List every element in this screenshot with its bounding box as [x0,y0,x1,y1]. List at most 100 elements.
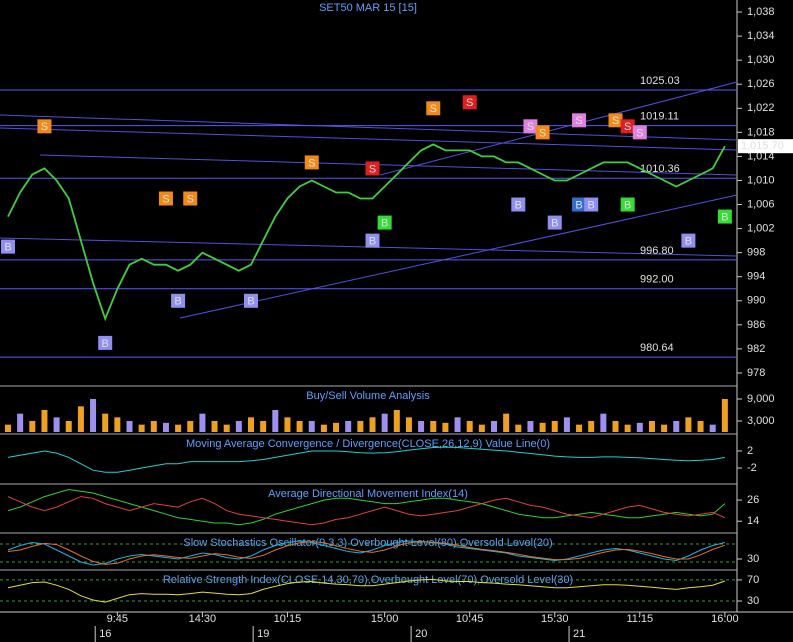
y-tick-label: 14 [747,515,759,527]
level-label: 1019.11 [640,111,679,123]
signal-marker [547,215,562,230]
bar [308,421,315,432]
bar [5,424,11,432]
y-tick-label: 982 [747,343,765,355]
signal-label: B [247,296,254,308]
x-tick-label: 10:15 [274,613,302,625]
bar [199,413,206,432]
value-label: 1,015.70 [741,140,784,152]
signal-marker [244,293,258,308]
y-tick-label: 30 [747,595,759,607]
signal-label: S [575,115,582,127]
signal-label: B [685,236,692,248]
signal-marker [426,101,441,116]
panel-title: Buy/Sell Volume Analysis [306,390,430,402]
bar [430,421,437,432]
y-tick-label: 70 [747,574,759,586]
bar [721,399,728,432]
x-tick-label: 11:15 [626,613,653,625]
level-label: 996.80 [640,245,674,257]
y-tick-label: 9,000 [747,393,775,405]
bar [138,424,145,432]
signal-marker [681,233,696,248]
signal-marker [304,155,319,170]
bar [551,421,558,432]
x-tick-label: 9:45 [107,613,128,625]
signal-marker [365,161,380,176]
bar [29,421,36,432]
bar [624,424,631,432]
y-tick-label: 990 [747,295,765,307]
bar [235,421,242,432]
signal-marker [462,95,477,110]
bar [612,421,619,432]
y-tick-label: 1,022 [747,102,775,114]
series-line [7,143,726,322]
bar [491,421,497,432]
signal-label: B [369,236,376,248]
bar [114,417,121,432]
bar [126,421,133,432]
series-line [7,496,726,526]
date-label: 20 [415,628,427,640]
bar [454,417,461,432]
y-tick-label: 1,014 [747,150,775,162]
signal-label: S [308,157,315,169]
bar [41,410,48,432]
x-tick-label: 10:45 [456,613,484,625]
level-label: 992.00 [640,274,674,286]
bar [442,422,449,432]
signal-marker [572,197,587,212]
y-tick-label: 1,018 [747,126,775,138]
bar [248,417,254,432]
signal-label: B [515,199,522,211]
series-line [7,541,726,565]
signal-label: S [187,193,194,205]
y-tick-label: 1,034 [747,30,775,42]
bar [576,424,583,432]
series-line [7,578,726,603]
bar [17,413,24,432]
bar [53,417,60,432]
signal-marker [584,197,599,212]
bar [515,424,522,432]
y-tick-label: 978 [747,367,765,379]
bar [284,417,291,432]
bar [393,410,400,432]
bar [636,422,643,432]
x-tick-label: 15:00 [371,613,399,625]
bar [600,413,607,432]
signal-marker [717,209,732,224]
y-tick-label: 26 [747,494,759,506]
panel-title: Average Directional Movement Index(14) [268,488,468,500]
panel-title: SET50 MAR 15 [15] [319,2,417,14]
bar [260,421,267,432]
bar [211,421,218,432]
signal-marker [365,233,380,248]
y-tick-label: 998 [747,247,765,259]
signal-label: S [162,193,169,205]
y-tick-label: -2 [747,462,757,474]
bar [661,424,668,432]
bar [527,421,534,432]
y-tick-label: 1,010 [747,174,775,186]
bar [369,417,376,432]
y-tick-label: 994 [747,271,765,283]
bar [503,413,510,432]
signal-marker [37,119,52,134]
y-tick-label: 3,000 [747,415,775,427]
level-label: 980.64 [640,342,674,354]
level-label: 1025.03 [640,75,680,87]
date-label: 19 [257,628,269,640]
y-tick-label: 1,002 [747,223,775,235]
bar [697,421,704,432]
y-tick-label: 1,026 [747,78,775,90]
signal-marker [98,335,113,350]
signal-label: S [527,121,534,133]
signal-label: S [612,115,619,127]
bar [333,422,340,432]
y-tick-label: 986 [747,319,765,331]
signal-label: S [539,127,546,139]
panel-title: Slow Stochastics Oscillator(9,3,3) Overb… [183,537,552,549]
